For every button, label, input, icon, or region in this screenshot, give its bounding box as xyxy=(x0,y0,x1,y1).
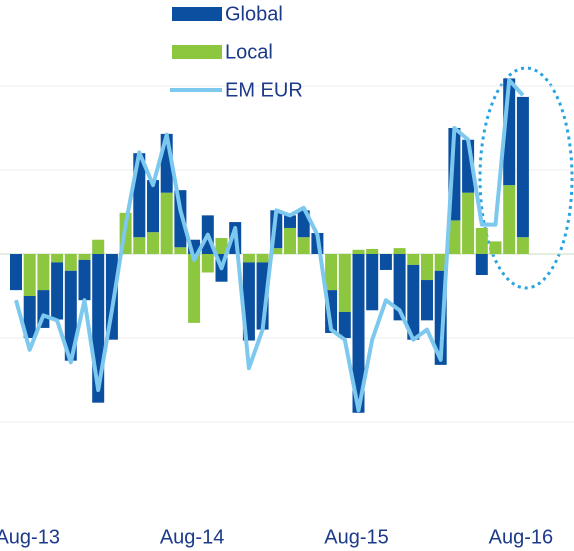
bar xyxy=(147,180,159,233)
bar xyxy=(352,254,365,413)
bar xyxy=(366,254,379,311)
bar xyxy=(421,254,433,281)
bar xyxy=(516,237,529,254)
bar xyxy=(366,248,379,254)
bar xyxy=(475,254,488,275)
bar xyxy=(215,238,228,254)
x-tick-label: Aug-14 xyxy=(160,526,225,548)
legend-swatch xyxy=(172,45,222,59)
bar xyxy=(78,259,91,301)
bar xyxy=(393,248,406,254)
bar xyxy=(448,220,461,254)
bar xyxy=(338,311,351,338)
bar xyxy=(379,254,392,270)
bar xyxy=(434,254,447,271)
x-tick-label: Aug-16 xyxy=(489,526,554,548)
bar xyxy=(133,237,146,254)
bar xyxy=(325,254,338,291)
bar xyxy=(503,185,516,254)
bar xyxy=(462,192,475,254)
line xyxy=(14,78,525,413)
bar xyxy=(284,215,296,228)
bar xyxy=(51,262,64,320)
legend-label: Local xyxy=(225,41,273,63)
bar xyxy=(256,254,269,263)
bar xyxy=(64,270,77,361)
bar xyxy=(270,248,283,254)
bar xyxy=(51,254,64,263)
bar xyxy=(92,239,105,254)
bar xyxy=(147,232,159,254)
x-tick-label: Aug-15 xyxy=(324,526,389,548)
bar xyxy=(242,254,255,263)
legend-label: Global xyxy=(225,3,283,25)
bar xyxy=(10,254,22,291)
highlight-ellipse xyxy=(478,66,574,290)
bar xyxy=(393,254,406,321)
bar xyxy=(78,254,91,260)
bar xyxy=(352,249,365,254)
legend-label: EM EUR xyxy=(225,79,303,101)
bar xyxy=(23,296,36,338)
legend-swatch xyxy=(172,7,222,21)
bar xyxy=(284,227,296,254)
x-tick-label: Aug-13 xyxy=(0,526,60,548)
bar xyxy=(421,280,433,321)
bar xyxy=(174,247,187,254)
bar xyxy=(160,192,173,254)
bar xyxy=(489,241,502,254)
bar xyxy=(201,254,214,273)
bar xyxy=(297,237,310,254)
bar xyxy=(64,254,77,271)
bar xyxy=(407,264,420,340)
bar xyxy=(23,254,36,296)
bar xyxy=(407,254,420,265)
bar xyxy=(338,254,351,312)
bar xyxy=(188,254,201,323)
bar xyxy=(475,227,488,254)
bar xyxy=(37,254,50,291)
bar xyxy=(516,96,529,238)
